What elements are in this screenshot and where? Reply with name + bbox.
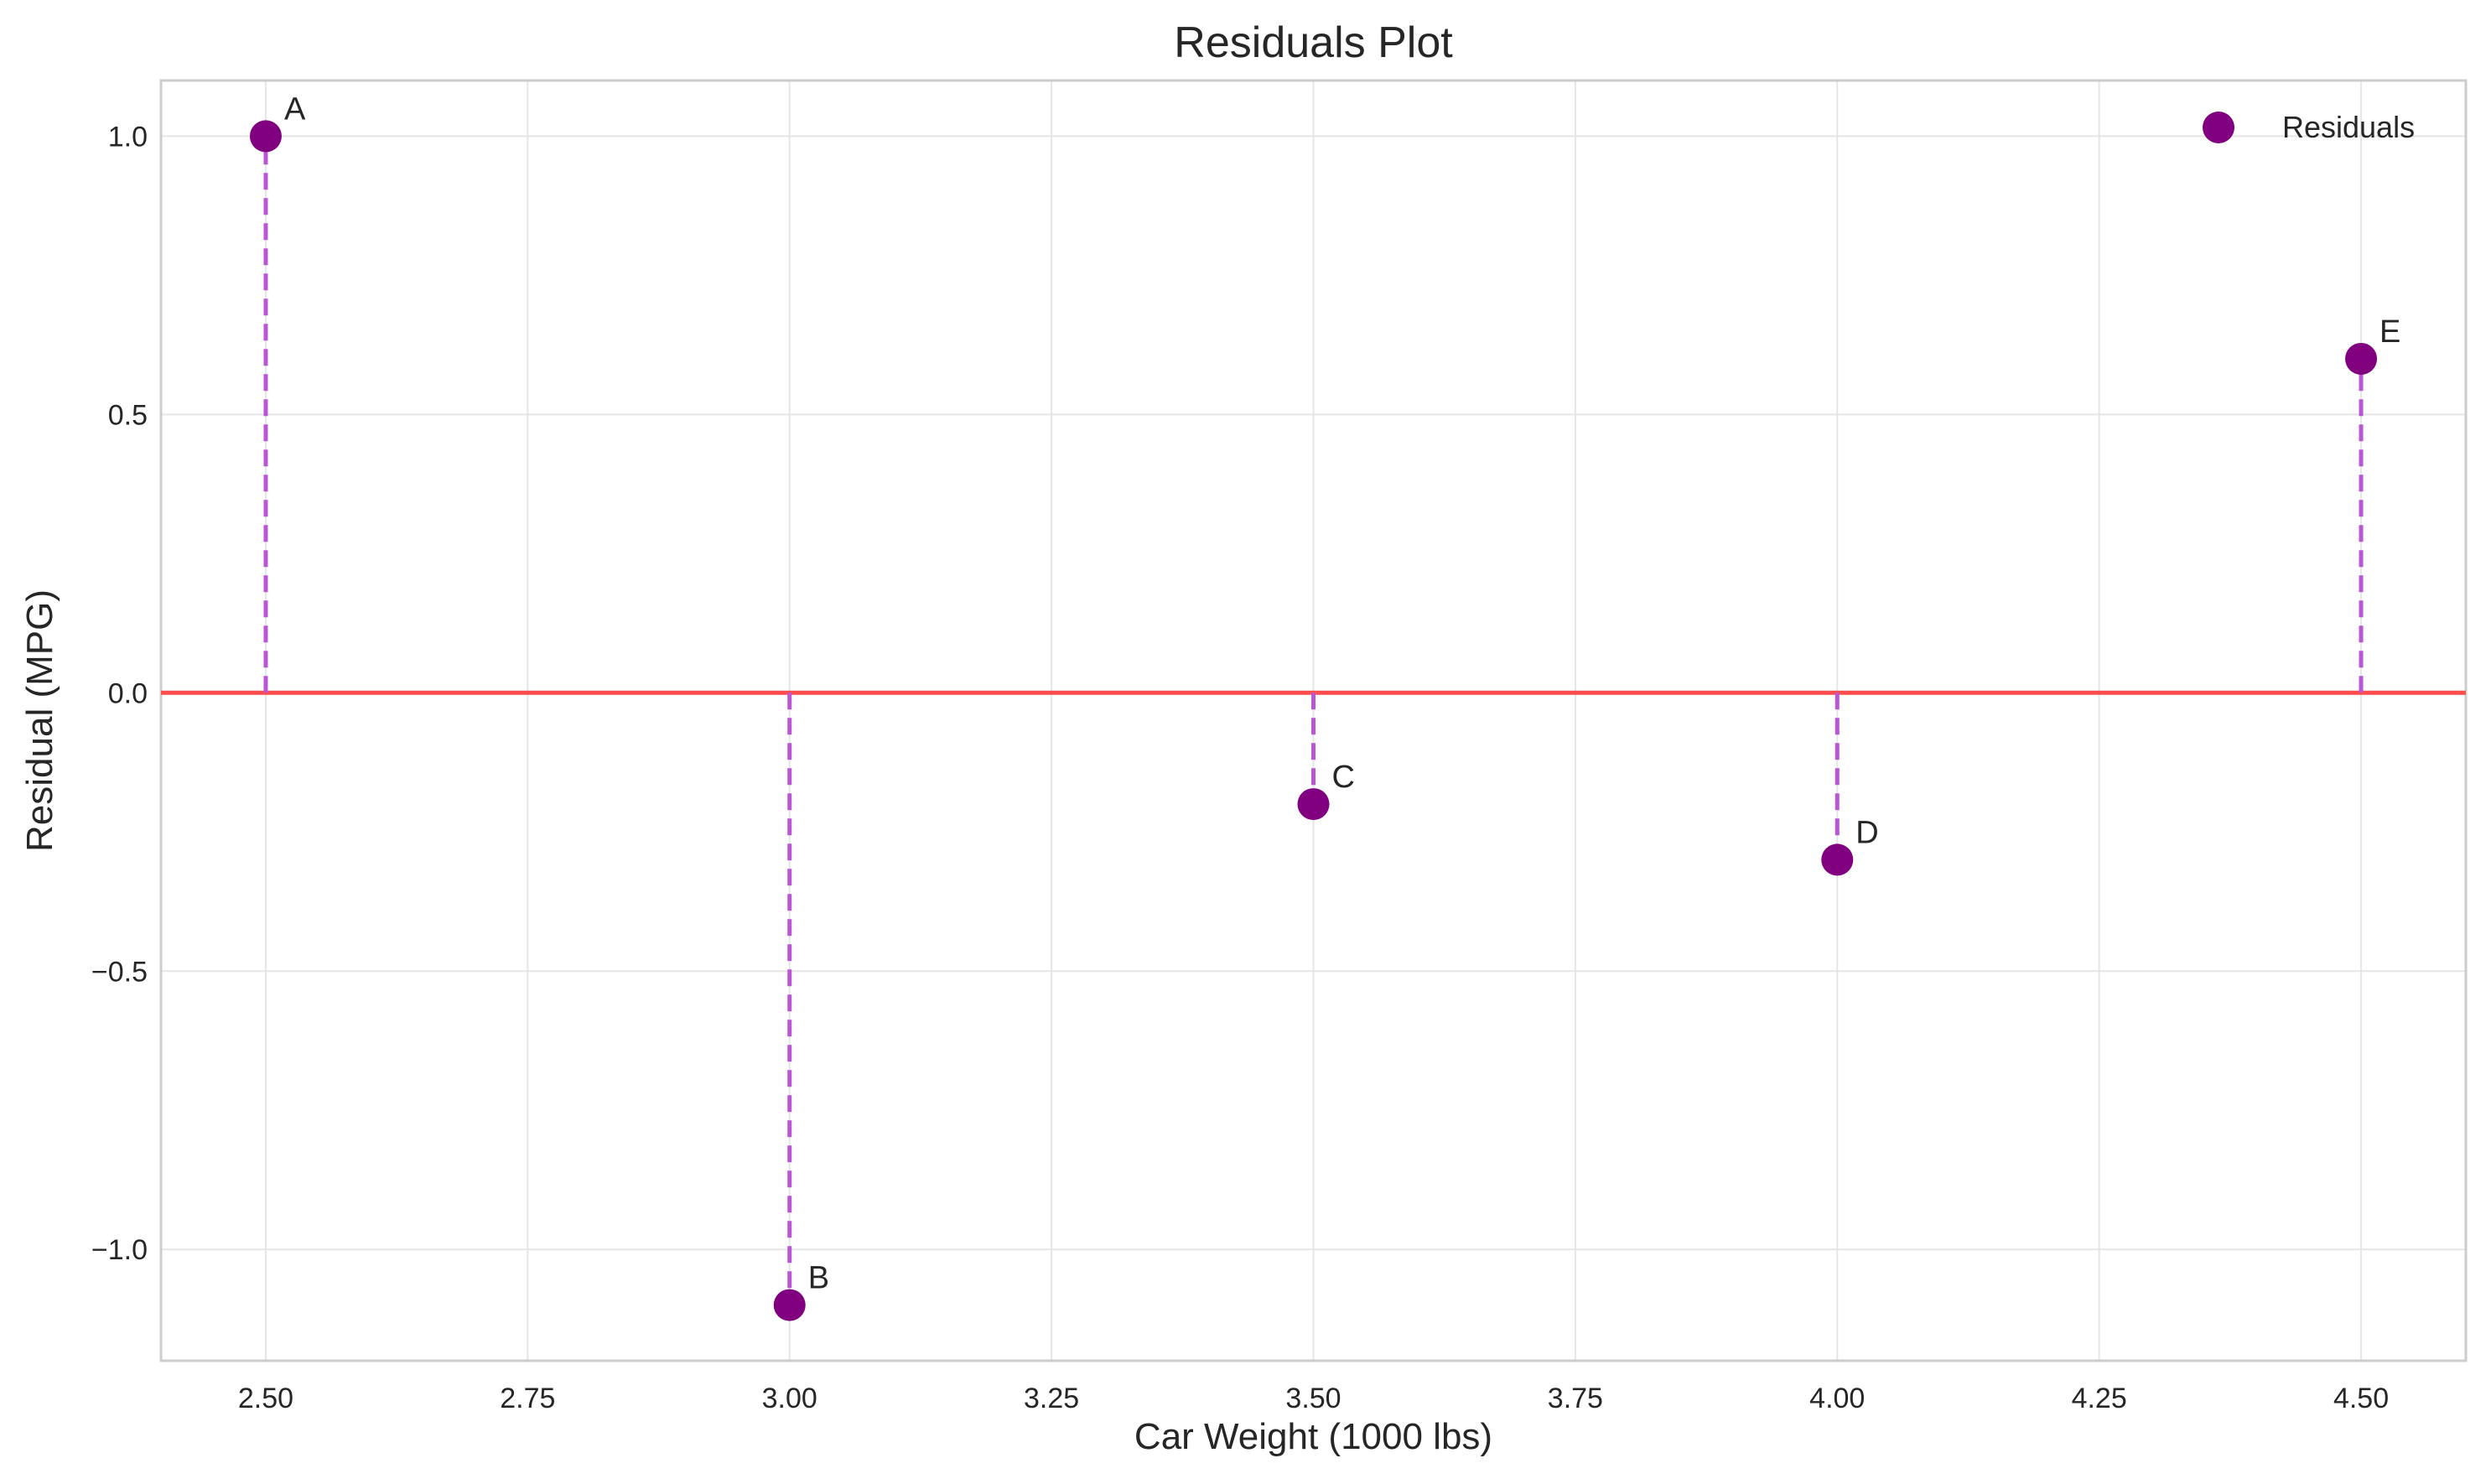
y-tick-label: 0.0: [108, 677, 148, 709]
x-tick-label: 4.00: [1809, 1383, 1865, 1414]
y-tick-label: 1.0: [108, 121, 148, 153]
point-label: C: [1332, 760, 1355, 795]
plot-frame: [159, 79, 2468, 1362]
x-tick-label: 3.00: [762, 1383, 817, 1414]
residual-point: [2345, 342, 2378, 375]
x-tick-label: 3.25: [1024, 1383, 1079, 1414]
legend-marker: [2203, 112, 2234, 143]
point-label: E: [2379, 314, 2400, 350]
x-tick-label: 2.50: [238, 1383, 293, 1414]
residual-point: [773, 1289, 806, 1321]
y-tick-label: −0.5: [91, 956, 148, 988]
y-axis-title: Residual (MPG): [19, 589, 60, 852]
point-layer: [249, 120, 2378, 1321]
x-tick-label: 4.50: [2333, 1383, 2389, 1414]
residual-point: [1821, 843, 1854, 876]
chart-title: Residuals Plot: [1174, 18, 1453, 67]
legend: Residuals: [2203, 110, 2415, 144]
point-label: D: [1855, 815, 1878, 850]
x-tick-label: 2.75: [500, 1383, 555, 1414]
residual-point: [1297, 788, 1330, 821]
point-label: A: [284, 91, 306, 127]
x-axis-title: Car Weight (1000 lbs): [1134, 1416, 1492, 1457]
residual-point: [249, 120, 282, 153]
x-tick-label: 3.50: [1285, 1383, 1341, 1414]
x-tick-label: 3.75: [1548, 1383, 1603, 1414]
x-tick-label: 4.25: [2072, 1383, 2127, 1414]
tick-label-layer: 2.50 2.75 3.00 3.25 3.50 3.75 4.00 4.25 4.50 −1.0…: [91, 121, 2389, 1414]
stem-layer: [263, 136, 2364, 1305]
y-tick-label: −1.0: [91, 1234, 148, 1266]
y-tick-label: 0.5: [108, 399, 148, 431]
point-label: B: [808, 1261, 829, 1296]
legend-label: Residuals: [2282, 110, 2415, 144]
point-label-layer: A B C D E: [284, 91, 2400, 1295]
